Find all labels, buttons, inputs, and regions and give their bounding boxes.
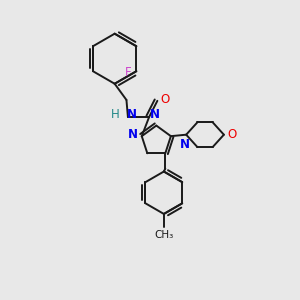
Text: N: N — [128, 128, 138, 141]
Text: F: F — [124, 66, 131, 79]
Text: H: H — [111, 108, 120, 121]
Text: CH₃: CH₃ — [154, 230, 173, 239]
Text: O: O — [160, 93, 170, 106]
Text: N: N — [150, 108, 160, 121]
Text: O: O — [227, 128, 237, 141]
Text: N: N — [180, 138, 190, 151]
Text: N: N — [127, 108, 137, 121]
